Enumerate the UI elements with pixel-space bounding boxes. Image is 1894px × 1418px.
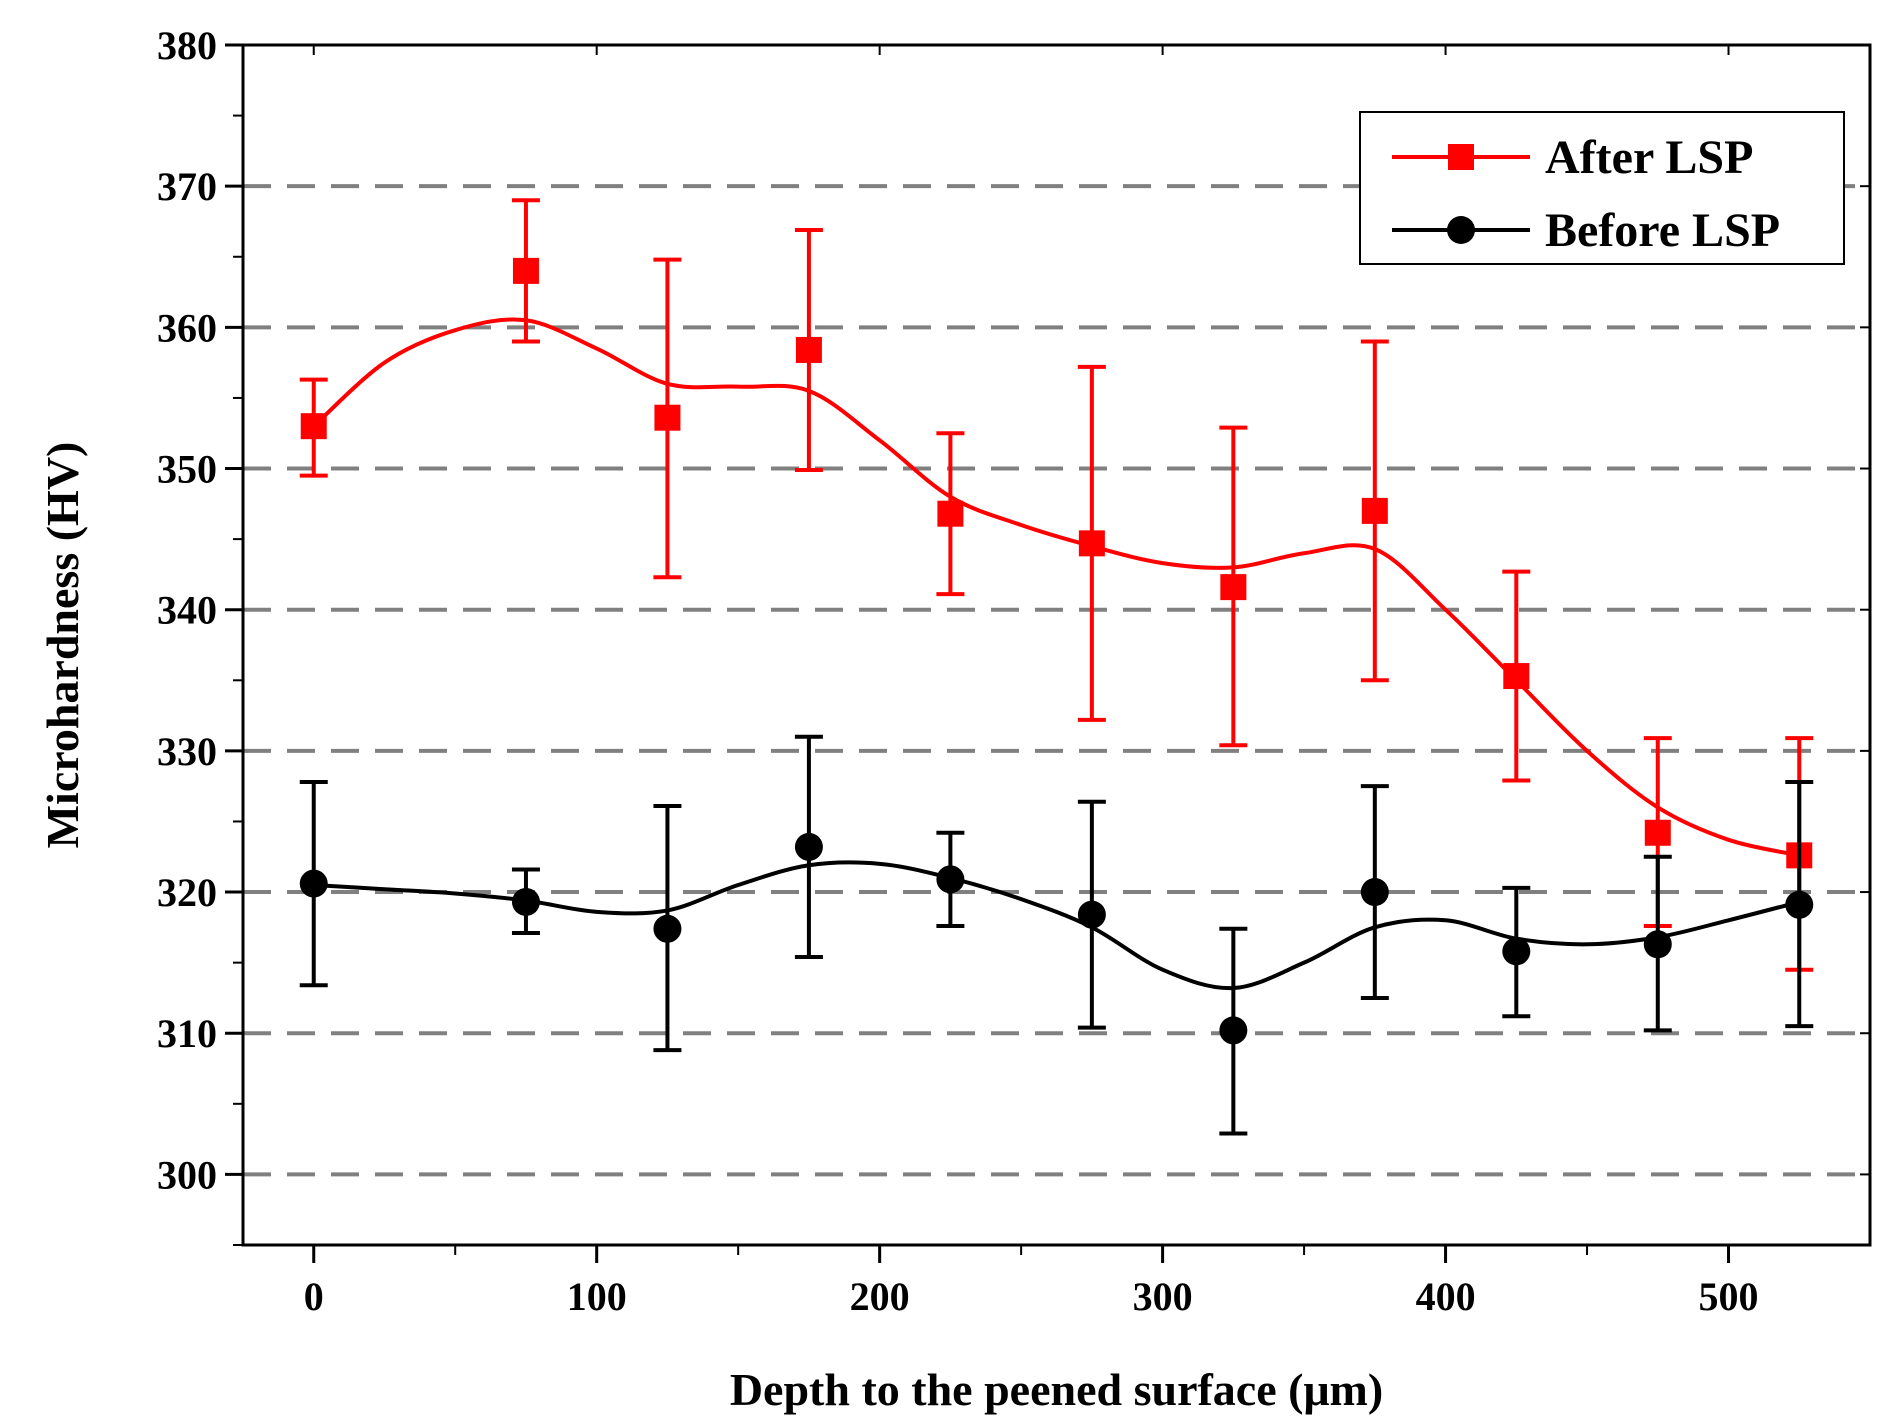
y-tick-label: 320 [157,870,217,915]
y-tick-label: 300 [157,1152,217,1197]
legend: After LSP Before LSP [1359,111,1845,265]
data-point-square [512,257,539,284]
data-point-circle [1643,930,1672,959]
series-before-lsp [299,734,1814,1136]
x-tick-label: 500 [1699,1274,1759,1319]
series-line-after-lsp [312,317,1800,858]
data-point-circle [1502,937,1531,966]
data-point-square [1644,819,1671,846]
data-point-circle [794,832,823,861]
series-line-before-lsp [313,860,1800,991]
x-axis-title: Depth to the peened surface (μm) [730,1364,1383,1415]
data-point-circle [936,865,965,894]
axis-ticks [225,43,1870,1263]
data-point-square [795,336,822,363]
y-axis-title: Microhardness (HV) [37,442,88,849]
data-point-circle [511,887,540,916]
x-tick-label: 400 [1416,1274,1476,1319]
legend-box [1359,111,1845,265]
y-tick-label: 330 [157,729,217,774]
legend-label-before-lsp: Before LSP [1545,204,1780,257]
data-point-circle [1077,900,1106,929]
legend-label-after-lsp: After LSP [1545,131,1753,184]
data-point-circle [653,914,682,943]
x-tick-labels: 0 100 200 300 400 500 [304,1274,1759,1319]
y-tick-label: 310 [157,1011,217,1056]
data-point-square [1503,663,1530,690]
data-point-square [654,404,681,431]
data-point-circle [1360,878,1389,907]
y-tick-labels: 300 310 320 330 340 350 360 370 380 [157,23,217,1197]
data-point-square [1361,497,1388,524]
x-tick-label: 0 [304,1274,324,1319]
gridlines [243,184,1870,1177]
data-point-square [937,500,964,527]
data-point-square [1078,530,1105,557]
x-tick-label: 300 [1133,1274,1193,1319]
data-point-circle [1219,1016,1248,1045]
data-point-circle [1785,890,1814,919]
y-tick-label: 340 [157,588,217,633]
y-tick-label: 370 [157,164,217,209]
y-tick-label: 350 [157,447,217,492]
data-point-circle [299,869,328,898]
data-point-square [300,413,327,440]
x-tick-label: 100 [567,1274,627,1319]
plot-frame [241,43,1872,1247]
data-point-square [1220,574,1247,601]
y-tick-label: 360 [157,305,217,350]
y-tick-label: 380 [157,23,217,68]
series-layer [299,198,1814,1136]
legend-marker-before-lsp [1447,216,1475,244]
legend-marker-after-lsp [1448,144,1474,170]
x-tick-label: 200 [850,1274,910,1319]
